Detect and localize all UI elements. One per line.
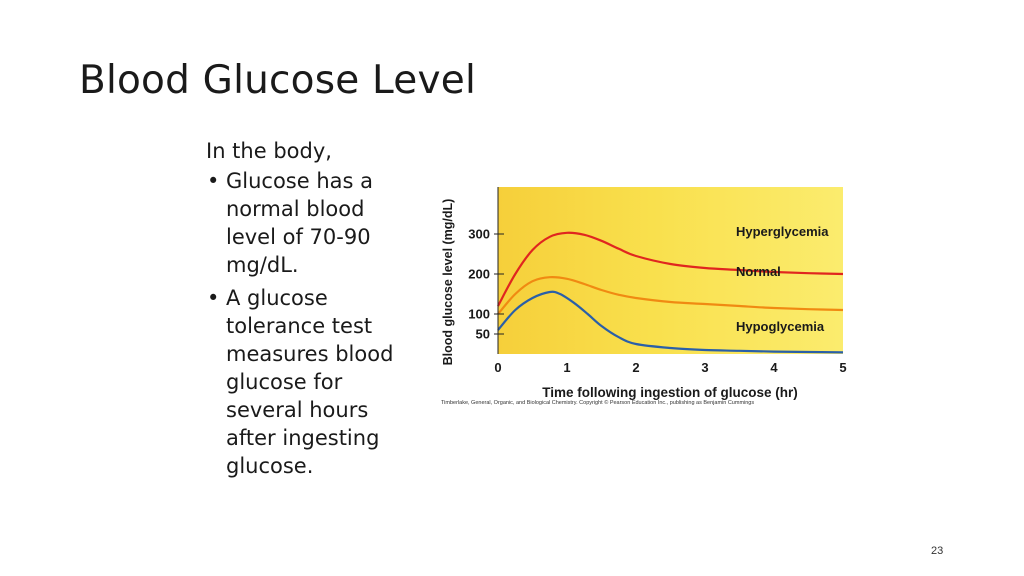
intro-text: In the body,: [206, 139, 332, 163]
series-line-normal: [497, 276, 844, 315]
bullet-marker: •: [207, 169, 220, 193]
bullet-item: • Glucose has a normal blood level of 70…: [206, 167, 421, 279]
y-tick-label: 50: [476, 327, 490, 342]
chart-credit: Timberlake, General, Organic, and Biolog…: [441, 400, 755, 406]
series-line-hyperglycemia: [497, 231, 844, 307]
bullet-text: Glucose has a normal blood level of 70-9…: [226, 169, 374, 277]
x-tick-label: 4: [770, 360, 778, 375]
bullet-text: A glucose tolerance test measures blood …: [226, 286, 394, 478]
y-tick-label: 300: [468, 227, 490, 242]
x-tick-label: 2: [632, 360, 639, 375]
glucose-chart: Hyperglycemia Normal Hypoglycemia 50 100 200…: [436, 172, 856, 412]
series-label-hypoglycemia: Hypoglycemia: [736, 319, 825, 334]
x-tick-label: 3: [701, 360, 708, 375]
y-tick-label: 100: [468, 307, 490, 322]
bullet-marker: •: [207, 286, 220, 310]
y-tick-label: 200: [468, 267, 490, 282]
x-axis-label: Time following ingestion of glucose (hr): [542, 385, 798, 400]
page-number: 23: [931, 545, 944, 557]
body-text: In the body, • Glucose has a normal bloo…: [206, 137, 421, 485]
bullet-list: • Glucose has a normal blood level of 70…: [206, 167, 421, 480]
y-axis-label: Blood glucose level (mg/dL): [441, 199, 455, 366]
series-label-normal: Normal: [736, 264, 781, 279]
bullet-item: • A glucose tolerance test measures bloo…: [206, 284, 421, 480]
slide-title: Blood Glucose Level: [79, 58, 476, 103]
x-tick-label: 5: [839, 360, 846, 375]
plot-background: [498, 187, 843, 354]
series-line-hypoglycemia: [497, 290, 844, 354]
series-label-hyperglycemia: Hyperglycemia: [736, 224, 829, 239]
x-tick-label: 0: [494, 360, 501, 375]
x-tick-label: 1: [563, 360, 570, 375]
